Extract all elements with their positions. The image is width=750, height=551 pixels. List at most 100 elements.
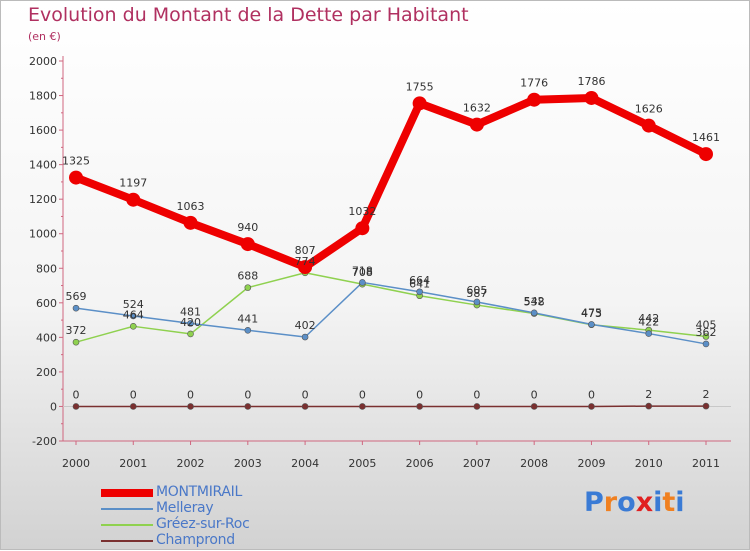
data-point xyxy=(245,327,251,333)
y-tick-label: 1800 xyxy=(29,90,57,103)
x-tick-label: 2008 xyxy=(520,457,548,470)
data-label: 0 xyxy=(531,388,538,401)
y-tick-label: 1000 xyxy=(29,228,57,241)
data-point xyxy=(130,403,136,409)
y-tick-label: 800 xyxy=(36,262,57,275)
data-label: 569 xyxy=(66,290,87,303)
proxiti-logo: Proxiti xyxy=(584,487,685,518)
x-tick-label: 2001 xyxy=(119,457,147,470)
data-point xyxy=(417,403,423,409)
x-tick-label: 2005 xyxy=(348,457,376,470)
y-tick-label: 200 xyxy=(36,366,57,379)
data-point xyxy=(413,96,427,110)
data-point xyxy=(241,237,255,251)
data-point xyxy=(531,403,537,409)
logo-letter: P xyxy=(584,487,604,518)
y-tick-label: 600 xyxy=(36,297,57,310)
data-label: 402 xyxy=(295,319,316,332)
data-label: 420 xyxy=(180,316,201,329)
data-point xyxy=(703,403,709,409)
y-tick-label: 2000 xyxy=(29,55,57,68)
data-label: 538 xyxy=(524,296,545,309)
y-tick-label: 1400 xyxy=(29,159,57,172)
series-line-montmirail xyxy=(76,98,706,267)
data-label: 0 xyxy=(73,388,80,401)
legend-label: Melleray xyxy=(156,500,213,516)
logo-letter: o xyxy=(617,487,636,518)
logo-letter: i xyxy=(653,487,662,518)
y-tick-label: 1200 xyxy=(29,193,57,206)
data-label: 0 xyxy=(187,388,194,401)
data-points xyxy=(69,91,713,409)
data-label: 0 xyxy=(473,388,480,401)
data-label: 1632 xyxy=(463,102,491,115)
logo-letter: i xyxy=(675,487,684,518)
data-point xyxy=(73,403,79,409)
legend-label: MONTMIRAIL xyxy=(156,484,242,500)
data-label: 1786 xyxy=(577,75,605,88)
series-line-melleray xyxy=(76,282,706,343)
legend-swatch xyxy=(101,489,153,497)
logo-letter: t xyxy=(662,487,675,518)
data-label: 1063 xyxy=(177,200,205,213)
data-point xyxy=(188,331,194,337)
data-point xyxy=(355,221,369,235)
data-label: 587 xyxy=(466,287,487,300)
data-point xyxy=(302,403,308,409)
data-point xyxy=(474,403,480,409)
data-label: 2 xyxy=(645,388,652,401)
data-label: 441 xyxy=(237,312,258,325)
series-line-gréez-sur-roc xyxy=(76,273,706,342)
legend-swatch xyxy=(101,540,153,542)
y-tick-label: 400 xyxy=(36,331,57,344)
data-point xyxy=(126,193,140,207)
data-point xyxy=(646,331,652,337)
logo-letter: r xyxy=(604,487,617,518)
data-point xyxy=(245,403,251,409)
data-point xyxy=(588,403,594,409)
legend-label: Champrond xyxy=(156,532,235,548)
data-label: 708 xyxy=(352,266,373,279)
x-tick-label: 2000 xyxy=(62,457,90,470)
data-point xyxy=(359,279,365,285)
data-label: 0 xyxy=(359,388,366,401)
data-label: 940 xyxy=(237,221,258,234)
data-label: 688 xyxy=(237,270,258,283)
data-label: 1626 xyxy=(635,103,663,116)
data-point xyxy=(646,403,652,409)
legend-label: Gréez-sur-Roc xyxy=(156,516,249,532)
data-point xyxy=(584,91,598,105)
x-tick-label: 2011 xyxy=(692,457,720,470)
data-point xyxy=(130,323,136,329)
data-point xyxy=(359,403,365,409)
data-label: 0 xyxy=(302,388,309,401)
series-lines xyxy=(76,98,706,406)
data-label: 1197 xyxy=(119,177,147,190)
data-point xyxy=(184,216,198,230)
data-label: 405 xyxy=(696,319,717,332)
data-label: 1776 xyxy=(520,77,548,90)
data-label: 464 xyxy=(123,308,144,321)
data-point xyxy=(188,403,194,409)
x-tick-label: 2002 xyxy=(177,457,205,470)
data-label: 1755 xyxy=(406,80,434,93)
data-point xyxy=(73,305,79,311)
data-label: 0 xyxy=(416,388,423,401)
x-tick-label: 2009 xyxy=(577,457,605,470)
data-point xyxy=(699,147,713,161)
data-label: 2 xyxy=(703,388,710,401)
legend-swatch xyxy=(101,524,153,526)
data-label: 774 xyxy=(295,255,316,268)
y-tick-label: 1600 xyxy=(29,124,57,137)
data-point xyxy=(73,339,79,345)
x-tick-label: 2003 xyxy=(234,457,262,470)
y-tick-label: 0 xyxy=(50,400,57,413)
x-tick-label: 2007 xyxy=(463,457,491,470)
data-label: 1325 xyxy=(62,155,90,168)
data-label: 0 xyxy=(130,388,137,401)
y-tick-label: -200 xyxy=(32,435,57,448)
logo-letter: x xyxy=(636,487,653,518)
